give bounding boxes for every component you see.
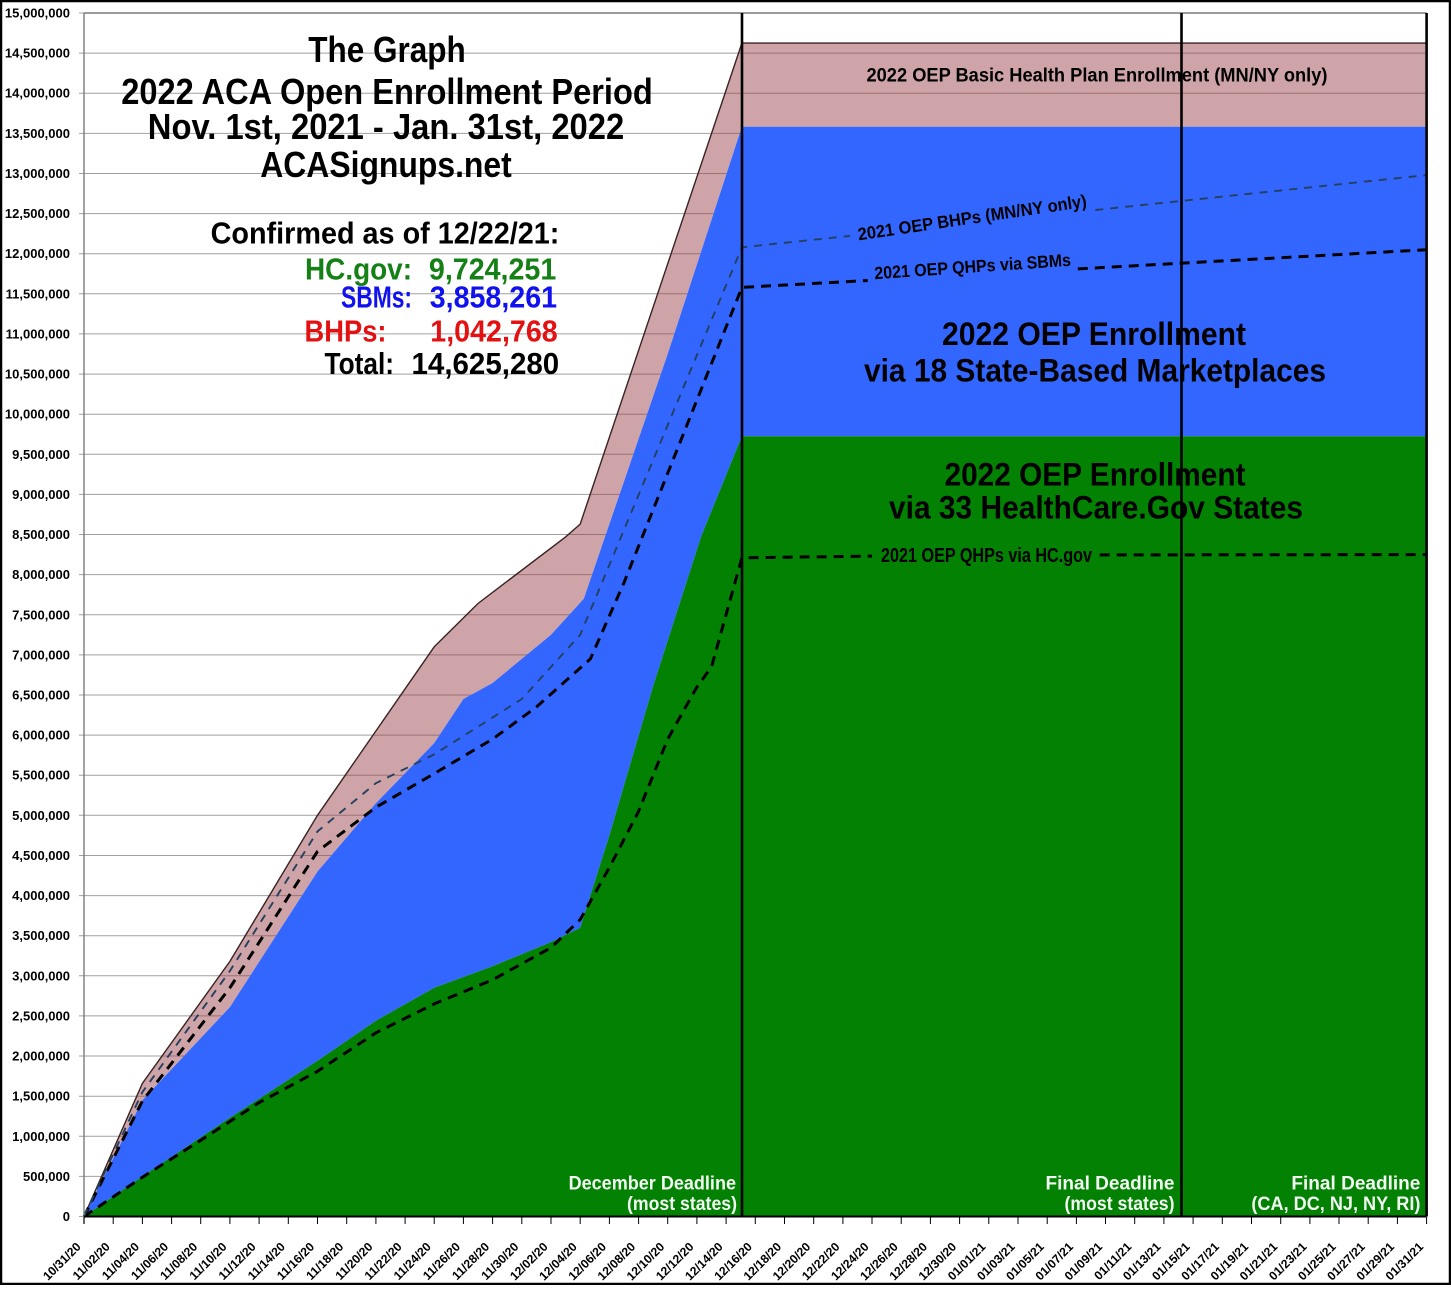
svg-text:14,625,280: 14,625,280 <box>412 346 560 381</box>
svg-text:(CA, DC, NJ, NY, RI): (CA, DC, NJ, NY, RI) <box>1251 1193 1420 1215</box>
svg-text:1,500,000: 1,500,000 <box>12 1089 70 1104</box>
svg-text:11,000,000: 11,000,000 <box>6 326 70 341</box>
svg-text:7,500,000: 7,500,000 <box>12 607 70 622</box>
svg-text:Final Deadline: Final Deadline <box>1291 1173 1420 1195</box>
svg-text:15,000,000: 15,000,000 <box>5 6 70 21</box>
svg-text:Final Deadline: Final Deadline <box>1046 1173 1175 1195</box>
svg-text:ACASignups.net: ACASignups.net <box>260 144 512 185</box>
svg-text:0: 0 <box>63 1209 70 1224</box>
svg-text:2,000,000: 2,000,000 <box>12 1049 70 1064</box>
svg-text:3,858,261: 3,858,261 <box>430 280 557 315</box>
svg-text:HC.gov:: HC.gov: <box>305 251 412 286</box>
svg-text:14,000,000: 14,000,000 <box>5 86 70 101</box>
svg-text:9,724,251: 9,724,251 <box>429 251 556 286</box>
svg-text:500,000: 500,000 <box>23 1169 70 1184</box>
svg-text:6,500,000: 6,500,000 <box>12 688 70 703</box>
svg-text:2022 OEP Enrollment: 2022 OEP Enrollment <box>942 316 1246 352</box>
svg-text:3,000,000: 3,000,000 <box>12 968 70 983</box>
svg-text:SBMs:: SBMs: <box>341 280 412 315</box>
svg-text:12,500,000: 12,500,000 <box>5 206 70 221</box>
svg-text:1,000,000: 1,000,000 <box>12 1129 70 1144</box>
svg-text:14,500,000: 14,500,000 <box>5 46 70 61</box>
svg-text:5,500,000: 5,500,000 <box>12 768 70 783</box>
svg-text:2,500,000: 2,500,000 <box>12 1008 70 1023</box>
svg-text:Confirmed as of 12/22/21:: Confirmed as of 12/22/21: <box>211 215 560 250</box>
svg-text:Nov. 1st, 2021 - Jan. 31st, 20: Nov. 1st, 2021 - Jan. 31st, 2022 <box>148 106 624 147</box>
svg-text:via 33 HealthCare.Gov States: via 33 HealthCare.Gov States <box>889 490 1303 526</box>
svg-text:8,000,000: 8,000,000 <box>12 567 70 582</box>
svg-text:(most states): (most states) <box>627 1193 737 1215</box>
svg-text:Total:: Total: <box>325 346 395 381</box>
svg-text:9,500,000: 9,500,000 <box>12 447 70 462</box>
svg-text:10,000,000: 10,000,000 <box>5 407 70 422</box>
svg-text:13,000,000: 13,000,000 <box>5 166 70 181</box>
svg-text:10,500,000: 10,500,000 <box>5 367 70 382</box>
svg-text:2022 OEP Enrollment: 2022 OEP Enrollment <box>945 457 1246 493</box>
svg-text:8,500,000: 8,500,000 <box>12 527 70 542</box>
svg-text:9,000,000: 9,000,000 <box>12 487 70 502</box>
svg-text:5,000,000: 5,000,000 <box>12 808 70 823</box>
svg-text:The Graph: The Graph <box>308 29 466 70</box>
svg-text:December Deadline: December Deadline <box>569 1173 737 1195</box>
svg-text:2022 ACA Open Enrollment Perio: 2022 ACA Open Enrollment Period <box>121 71 653 112</box>
svg-text:BHPs:: BHPs: <box>305 314 387 349</box>
svg-text:1,042,768: 1,042,768 <box>430 314 557 349</box>
svg-text:2022 OEP Basic Health Plan Enr: 2022 OEP Basic Health Plan Enrollment (M… <box>867 64 1328 86</box>
svg-text:4,000,000: 4,000,000 <box>12 888 70 903</box>
svg-text:(most states): (most states) <box>1065 1193 1175 1215</box>
svg-text:via 18 State-Based Marketplace: via 18 State-Based Marketplaces <box>864 353 1326 389</box>
svg-text:4,500,000: 4,500,000 <box>12 848 70 863</box>
svg-text:3,500,000: 3,500,000 <box>12 928 70 943</box>
svg-text:7,000,000: 7,000,000 <box>12 647 70 662</box>
svg-text:11,500,000: 11,500,000 <box>6 286 70 301</box>
svg-text:2021 OEP QHPs via HC.gov: 2021 OEP QHPs via HC.gov <box>881 545 1093 567</box>
svg-text:13,500,000: 13,500,000 <box>5 126 70 141</box>
svg-text:12,000,000: 12,000,000 <box>5 246 70 261</box>
svg-text:6,000,000: 6,000,000 <box>12 728 70 743</box>
